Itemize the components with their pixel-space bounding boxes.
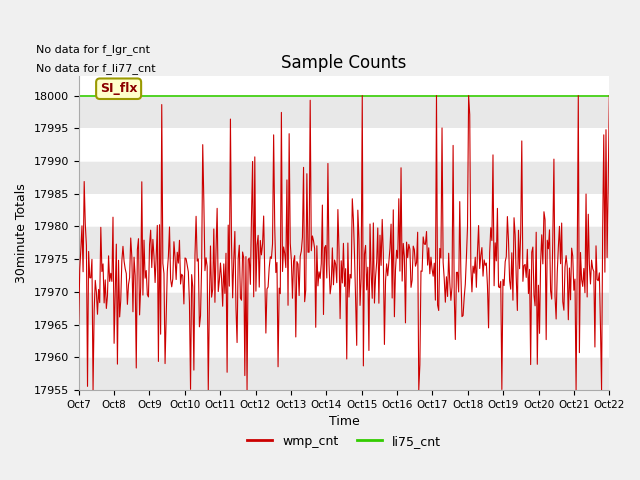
Bar (79, 292, 609, 324)
wmp_cnt (399, 240, 407, 246)
Text: No data for f_li77_cnt: No data for f_li77_cnt (36, 63, 156, 74)
Text: No data for f_lgr_cnt: No data for f_lgr_cnt (36, 45, 150, 56)
Text: SI_flx: SI_flx (100, 82, 138, 95)
wmp_cnt (559, 299, 566, 305)
Line: wmp_cnt: wmp_cnt (79, 96, 609, 390)
Bar (79, 357, 609, 390)
Bar (79, 161, 609, 194)
li75_cnt (76, 93, 84, 98)
X-axis label: Time: Time (328, 415, 359, 428)
wmp_cnt (241, 372, 249, 378)
Bar (79, 194, 609, 227)
Bar (79, 324, 609, 357)
wmp_cnt (358, 93, 366, 98)
Legend: wmp_cnt, li75_cnt: wmp_cnt, li75_cnt (242, 430, 446, 453)
wmp_cnt (374, 225, 381, 231)
Y-axis label: 30minute Totals: 30minute Totals (15, 183, 28, 283)
wmp_cnt (467, 263, 475, 269)
Bar (79, 227, 609, 259)
Bar (79, 128, 609, 161)
Title: Sample Counts: Sample Counts (282, 54, 406, 72)
wmp_cnt (89, 387, 97, 393)
li75_cnt (75, 93, 83, 98)
wmp_cnt (75, 321, 83, 326)
wmp_cnt (300, 165, 307, 170)
Bar (79, 259, 609, 292)
wmp_cnt (605, 93, 613, 98)
Bar (79, 96, 609, 128)
